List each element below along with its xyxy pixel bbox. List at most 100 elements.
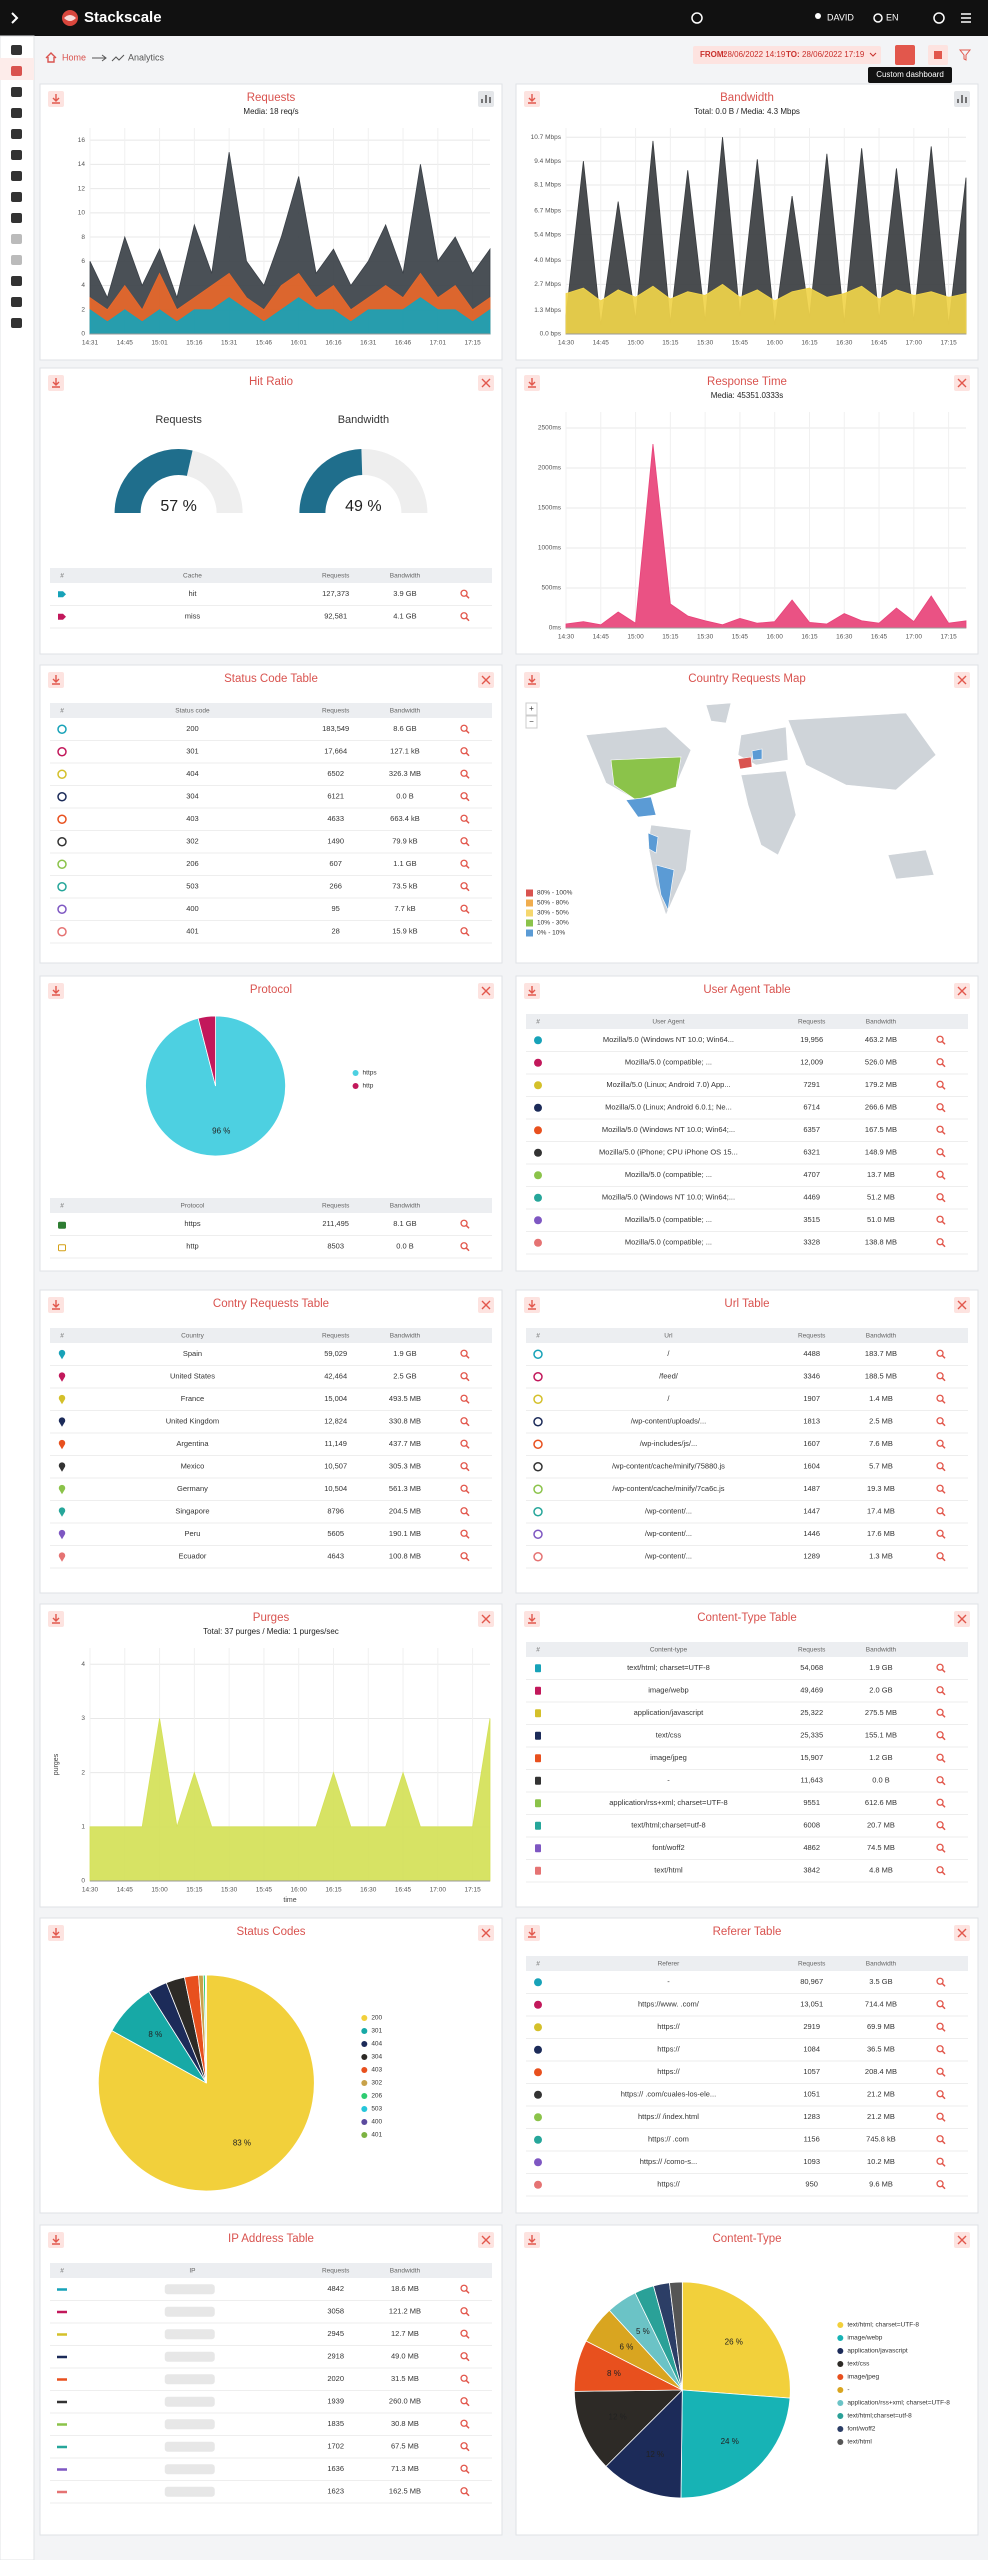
- search-icon[interactable]: [460, 2487, 468, 2495]
- language[interactable]: EN: [886, 12, 899, 22]
- search-icon[interactable]: [460, 1417, 468, 1425]
- search-icon[interactable]: [936, 1058, 944, 1066]
- sidebar-icon[interactable]: [11, 129, 22, 139]
- sidebar-icon[interactable]: [11, 318, 22, 328]
- search-icon[interactable]: [460, 1242, 468, 1250]
- search-icon[interactable]: [460, 2329, 468, 2337]
- search-icon[interactable]: [460, 724, 468, 732]
- search-icon[interactable]: [460, 837, 468, 845]
- legend-label[interactable]: http: [363, 1083, 374, 1090]
- search-icon[interactable]: [936, 1731, 944, 1739]
- search-icon[interactable]: [936, 1125, 944, 1133]
- legend-label[interactable]: text/html;charset=utf-8: [847, 2413, 912, 2420]
- search-icon[interactable]: [936, 2022, 944, 2030]
- search-icon[interactable]: [936, 1686, 944, 1694]
- search-icon[interactable]: [936, 1866, 944, 1874]
- search-icon[interactable]: [460, 747, 468, 755]
- search-icon[interactable]: [936, 1238, 944, 1246]
- search-icon[interactable]: [460, 2419, 468, 2427]
- search-icon[interactable]: [936, 2000, 944, 2008]
- search-icon[interactable]: [460, 1462, 468, 1470]
- search-icon[interactable]: [460, 1372, 468, 1380]
- sidebar-icon[interactable]: [11, 45, 22, 55]
- power-icon[interactable]: [961, 13, 971, 23]
- legend-label[interactable]: 403: [371, 2067, 382, 2074]
- legend-label[interactable]: https: [363, 1070, 378, 1077]
- search-icon[interactable]: [936, 1193, 944, 1201]
- menu-toggle[interactable]: [11, 12, 19, 24]
- legend-label[interactable]: 401: [371, 2132, 382, 2139]
- custom-dashboard-button[interactable]: [895, 45, 915, 65]
- filter-button[interactable]: [958, 49, 972, 61]
- sidebar-icon[interactable]: [11, 276, 22, 286]
- search-icon[interactable]: [936, 1776, 944, 1784]
- search-icon[interactable]: [936, 2112, 944, 2120]
- sidebar-icon[interactable]: [11, 87, 22, 97]
- user-name[interactable]: DAVID: [827, 12, 854, 22]
- legend-label[interactable]: image/jpeg: [847, 2374, 879, 2381]
- search-icon[interactable]: [936, 1552, 944, 1560]
- search-icon[interactable]: [460, 904, 468, 912]
- search-icon[interactable]: [460, 882, 468, 890]
- search-icon[interactable]: [460, 792, 468, 800]
- search-icon[interactable]: [936, 2135, 944, 2143]
- legend-label[interactable]: 302: [371, 2080, 382, 2087]
- search-icon[interactable]: [936, 1821, 944, 1829]
- sidebar-icon[interactable]: [11, 66, 22, 76]
- search-icon[interactable]: [460, 2374, 468, 2382]
- search-icon[interactable]: [460, 927, 468, 935]
- search-icon[interactable]: [460, 1552, 468, 1560]
- search-icon[interactable]: [936, 1080, 944, 1088]
- search-icon[interactable]: [936, 1507, 944, 1515]
- legend-label[interactable]: 400: [371, 2119, 382, 2126]
- legend-label[interactable]: font/woff2: [847, 2426, 875, 2433]
- search-icon[interactable]: [936, 1708, 944, 1716]
- help-icon[interactable]: [933, 12, 945, 24]
- search-icon[interactable]: [936, 2067, 944, 2075]
- legend-label[interactable]: 200: [371, 2015, 382, 2022]
- search-icon[interactable]: [460, 2464, 468, 2472]
- search-icon[interactable]: [936, 1663, 944, 1671]
- sidebar-icon[interactable]: [11, 192, 22, 202]
- search-icon[interactable]: [460, 2307, 468, 2315]
- sidebar-icon[interactable]: [11, 150, 22, 160]
- legend-label[interactable]: 304: [371, 2054, 382, 2061]
- breadcrumb-home[interactable]: Home: [62, 52, 86, 62]
- legend-label[interactable]: application/javascript: [847, 2348, 908, 2355]
- search-icon[interactable]: [936, 1977, 944, 1985]
- search-icon[interactable]: [936, 1843, 944, 1851]
- legend-label[interactable]: 404: [371, 2041, 382, 2048]
- zoom-button[interactable]: [525, 715, 538, 729]
- legend-label[interactable]: application/rss+xml; charset=UTF-8: [847, 2400, 950, 2407]
- search-icon[interactable]: [460, 2397, 468, 2405]
- search-icon[interactable]: [936, 2090, 944, 2098]
- search-icon[interactable]: [460, 769, 468, 777]
- sidebar-icon[interactable]: [11, 171, 22, 181]
- sidebar-icon[interactable]: [11, 234, 22, 244]
- search-icon[interactable]: [936, 1753, 944, 1761]
- search-icon[interactable]: [460, 1219, 468, 1227]
- search-icon[interactable]: [936, 1372, 944, 1380]
- search-icon[interactable]: [936, 2045, 944, 2053]
- zoom-button[interactable]: [525, 702, 538, 716]
- search-icon[interactable]: [936, 2157, 944, 2165]
- legend-label[interactable]: image/webp: [847, 2335, 882, 2342]
- brand[interactable]: Stackscale: [84, 9, 162, 26]
- search-icon[interactable]: [460, 859, 468, 867]
- legend-label[interactable]: 301: [371, 2028, 382, 2035]
- search-icon[interactable]: [936, 1215, 944, 1223]
- globe-icon[interactable]: [691, 12, 703, 24]
- sidebar-icon[interactable]: [11, 255, 22, 265]
- search-icon[interactable]: [936, 1170, 944, 1178]
- search-icon[interactable]: [936, 1417, 944, 1425]
- sidebar-icon[interactable]: [11, 108, 22, 118]
- legend-label[interactable]: 503: [371, 2106, 382, 2113]
- search-icon[interactable]: [460, 2284, 468, 2292]
- search-icon[interactable]: [936, 1529, 944, 1537]
- legend-label[interactable]: -: [847, 2387, 849, 2394]
- search-icon[interactable]: [460, 814, 468, 822]
- search-icon[interactable]: [460, 1529, 468, 1537]
- search-icon[interactable]: [460, 1507, 468, 1515]
- search-icon[interactable]: [936, 1148, 944, 1156]
- legend-label[interactable]: 206: [371, 2093, 382, 2100]
